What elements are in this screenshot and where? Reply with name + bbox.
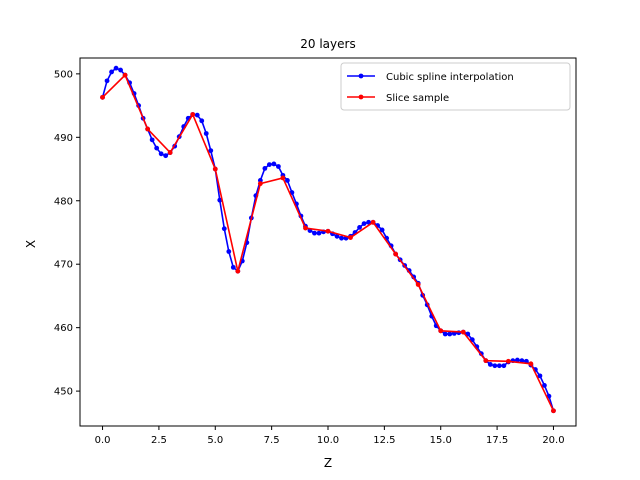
series-slice-sample [100,72,556,414]
data-point [339,235,344,241]
data-point [357,225,362,230]
data-point [483,358,489,364]
data-point [528,361,534,367]
x-tick-label: 20.0 [542,435,564,446]
legend-label: Slice sample [386,93,449,104]
x-tick-label: 7.5 [264,435,280,446]
data-point [442,331,448,337]
data-point [109,69,114,75]
legend-label: Cubic spline interpolation [386,72,514,83]
x-tick-label: 17.5 [486,435,508,446]
data-point [366,219,371,225]
legend-marker [358,73,364,79]
data-point [199,118,205,124]
axes-frame [79,57,577,427]
data-point [551,408,556,414]
legend: Cubic spline interpolation Slice sample [340,62,571,111]
y-axis-ticks: 450 460 470 480 490 500 [54,69,80,398]
data-point [122,72,128,78]
data-point [276,164,281,169]
data-point [113,65,119,71]
data-point [519,358,525,364]
data-point [438,328,444,334]
y-tick-label: 450 [54,387,73,398]
data-point [447,331,453,337]
data-point [257,181,263,187]
data-point [104,78,110,84]
data-point [100,94,105,100]
data-point [537,373,543,379]
x-axis-ticks: 0.0 2.5 5.0 7.5 10.0 12.5 15.0 17.5 20.0 [95,426,565,446]
data-point [212,166,218,172]
data-point [348,235,353,240]
x-tick-label: 0.0 [95,435,111,446]
data-point [221,226,227,232]
y-tick-label: 460 [54,323,73,334]
y-tick-label: 490 [54,133,73,144]
legend-marker [358,94,364,100]
legend-box [340,62,571,111]
data-point [460,329,466,335]
data-point [226,249,232,254]
data-point [501,363,507,369]
data-point [312,230,317,236]
data-point [393,251,399,257]
data-point [262,166,268,171]
data-point [235,268,241,274]
y-tick-label: 470 [54,260,73,271]
y-tick-label: 500 [54,69,73,80]
x-tick-label: 5.0 [207,435,223,446]
data-point [167,150,173,155]
data-point [158,151,164,157]
data-point [492,363,498,369]
data-point [203,131,209,136]
y-axis-label: X [24,240,38,248]
data-point [163,153,169,159]
data-point [154,145,160,151]
x-axis-label: Z [324,456,332,470]
data-point [370,219,376,225]
chart-title: 20 layers [300,37,355,51]
data-point [303,225,308,231]
x-tick-label: 12.5 [373,435,395,446]
x-tick-label: 10.0 [317,435,339,446]
plot-area [100,65,556,414]
data-point [190,112,196,117]
data-point [266,162,272,167]
data-point [118,67,123,73]
data-point [271,161,277,167]
data-point [361,221,367,227]
data-point [514,357,520,363]
data-point [316,230,322,236]
data-point [217,197,223,203]
data-point [334,233,340,239]
data-point [149,137,155,143]
data-point [194,112,200,118]
data-point [280,175,286,181]
data-point [487,362,493,367]
data-point [496,363,502,369]
y-tick-label: 480 [54,196,73,207]
data-point [415,282,421,287]
data-point [208,148,214,154]
x-tick-label: 15.0 [430,435,452,446]
data-point [145,126,151,132]
data-point [505,358,511,364]
data-point [230,264,236,270]
data-point [379,227,385,233]
data-point [325,228,331,234]
x-tick-label: 2.5 [151,435,167,446]
data-point [285,178,290,183]
data-point [542,382,547,388]
